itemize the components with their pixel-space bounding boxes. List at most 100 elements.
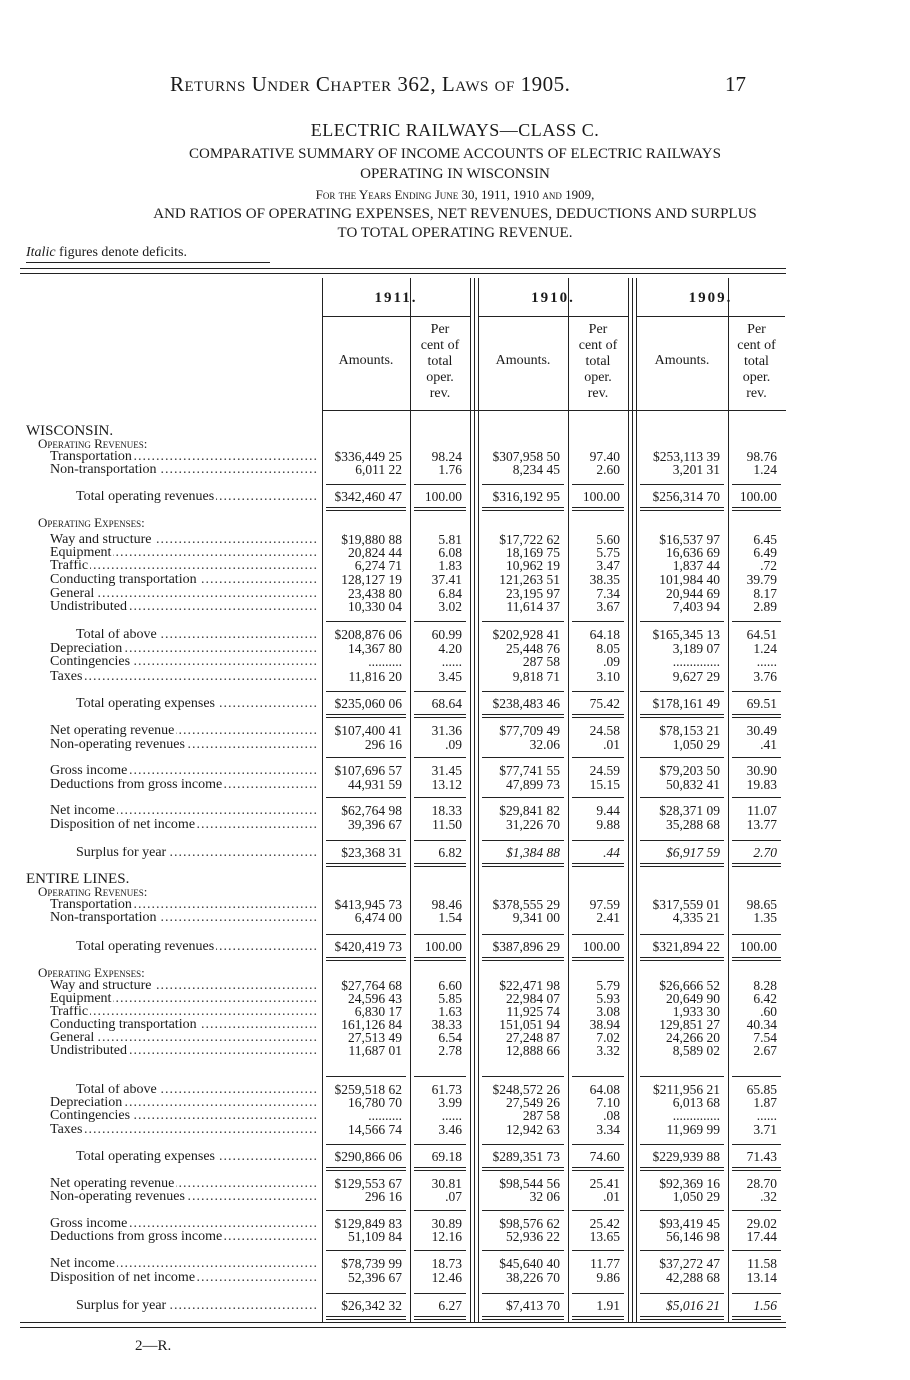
amount-cell: 129,851 27 xyxy=(659,1017,720,1032)
amount-cell: 51,109 84 xyxy=(348,1229,402,1244)
percent-header-line: oper. xyxy=(426,370,454,385)
row-label: Transportation xyxy=(50,451,132,463)
amount-cell: 4,335 21 xyxy=(672,910,720,925)
double-rule xyxy=(732,507,781,508)
percent-cell: 3.02 xyxy=(438,599,462,614)
percent-cell: 1.35 xyxy=(753,910,777,925)
amount-cell: 22,984 07 xyxy=(506,991,560,1006)
percent-cell: 100.00 xyxy=(739,489,777,504)
amount-cell: $23,368 31 xyxy=(341,845,402,860)
percent-cell: 2.41 xyxy=(596,910,620,925)
row-label-line: Way and structure.......................… xyxy=(50,980,318,992)
row-label: Equipment xyxy=(50,993,112,1005)
percent-cell: 24.59 xyxy=(589,763,620,778)
amount-cell: 296 16 xyxy=(364,737,402,752)
row-label-line: Net income..............................… xyxy=(50,805,318,817)
row-label-line: Total operating expenses................… xyxy=(76,698,318,710)
sum-rule xyxy=(640,1250,724,1251)
row-label-line: Operating Revenues: xyxy=(38,886,318,898)
amount-cell: $37,272 47 xyxy=(659,1256,720,1271)
percent-cell: 15.15 xyxy=(589,777,620,792)
double-rule xyxy=(640,717,724,718)
row-label-line: Way and structure.......................… xyxy=(50,534,318,546)
percent-cell: .41 xyxy=(760,737,777,752)
table-bottom-rule xyxy=(20,1322,786,1323)
row-label: Deductions from gross income xyxy=(50,1231,223,1243)
percent-cell: 18.33 xyxy=(431,803,462,818)
sum-rule xyxy=(732,934,781,935)
amount-cell: $342,460 47 xyxy=(334,489,403,504)
year-header-0: 1911. xyxy=(374,290,418,306)
percent-header-line: cent of xyxy=(737,338,776,353)
sum-rule xyxy=(732,484,781,485)
subtitle-line-3: For the Years Ending June 30, 1911, 1910… xyxy=(315,187,595,202)
double-rule xyxy=(414,717,466,718)
percent-cell: 1.56 xyxy=(753,1298,777,1313)
deficit-note-text: figures denote deficits. xyxy=(55,245,187,260)
leader-dots: ........................................… xyxy=(186,1191,318,1203)
double-rule xyxy=(414,1170,466,1171)
amount-cell: $289,351 73 xyxy=(492,1149,561,1164)
row-label: Taxes xyxy=(50,1124,83,1136)
row-label: Disposition of net income xyxy=(50,1272,196,1284)
percent-cell: ...... xyxy=(441,654,462,669)
double-rule xyxy=(572,866,624,867)
sum-rule xyxy=(482,1293,564,1294)
row-label-line: Conducting transportation...............… xyxy=(50,1019,318,1031)
amount-cell: $92,369 16 xyxy=(659,1176,720,1191)
percent-cell: .01 xyxy=(603,737,620,752)
amount-cell: 23,195 97 xyxy=(506,586,560,601)
double-rule xyxy=(414,1319,466,1320)
leader-dots: ........................................… xyxy=(129,765,318,777)
sum-rule xyxy=(326,1076,406,1077)
amount-cell: 11,614 37 xyxy=(506,599,561,614)
row-label-line: Non-transportation......................… xyxy=(50,912,318,924)
amount-cell: 23,438 80 xyxy=(348,586,402,601)
double-rule xyxy=(572,1316,624,1317)
leader-dots: ........................................… xyxy=(168,847,318,859)
amount-cell: $98,576 62 xyxy=(499,1216,560,1231)
year-header-rule xyxy=(478,316,628,317)
row-label: General xyxy=(50,588,95,600)
double-rule xyxy=(482,866,564,867)
percent-cell: 5.93 xyxy=(596,991,620,1006)
percent-cell: 3.71 xyxy=(753,1122,777,1137)
double-rule xyxy=(640,714,724,715)
sum-rule xyxy=(572,1144,624,1145)
double-rule xyxy=(732,957,781,958)
percent-cell: 13.65 xyxy=(589,1229,620,1244)
percent-cell: 100.00 xyxy=(582,489,620,504)
double-rule xyxy=(640,1319,724,1320)
row-label: Operating Revenues: xyxy=(38,438,148,450)
double-rule xyxy=(732,510,781,511)
sum-rule xyxy=(640,484,724,485)
amount-cell: .............. xyxy=(672,654,720,669)
row-label-line: Deductions from gross income............… xyxy=(50,779,318,791)
amount-cell: $129,849 83 xyxy=(334,1216,403,1231)
row-label-line: Net operating revenue...................… xyxy=(50,725,318,737)
double-rule xyxy=(640,1167,724,1168)
row-label-line: ENTIRE LINES. xyxy=(26,873,318,885)
percent-cell: 60.99 xyxy=(431,627,462,642)
amount-cell: $178,161 49 xyxy=(652,696,721,711)
double-rule xyxy=(326,960,406,961)
sum-rule xyxy=(482,797,564,798)
percent-cell: 9.86 xyxy=(596,1270,620,1285)
leader-dots: ........................................… xyxy=(159,629,318,641)
percent-cell: 6.82 xyxy=(438,845,462,860)
sum-rule xyxy=(482,621,564,622)
percent-cell: 12.16 xyxy=(431,1229,462,1244)
amount-cell: 32 06 xyxy=(529,1189,560,1204)
percent-cell: 40.34 xyxy=(746,1017,777,1032)
row-label-line: Net income..............................… xyxy=(50,1258,318,1270)
amount-cell: 6,830 17 xyxy=(354,1004,402,1019)
sum-rule xyxy=(640,797,724,798)
percent-header-line: total xyxy=(744,354,769,369)
deficit-note-italic: Italic xyxy=(26,245,56,260)
percent-cell: 6.42 xyxy=(753,991,777,1006)
table-top-rule-2 xyxy=(20,273,786,274)
percent-cell: 64.08 xyxy=(589,1082,620,1097)
amount-cell: 1,933 30 xyxy=(672,1004,720,1019)
double-rule xyxy=(482,1319,564,1320)
row-label-line: Operating Revenues: xyxy=(38,438,318,450)
